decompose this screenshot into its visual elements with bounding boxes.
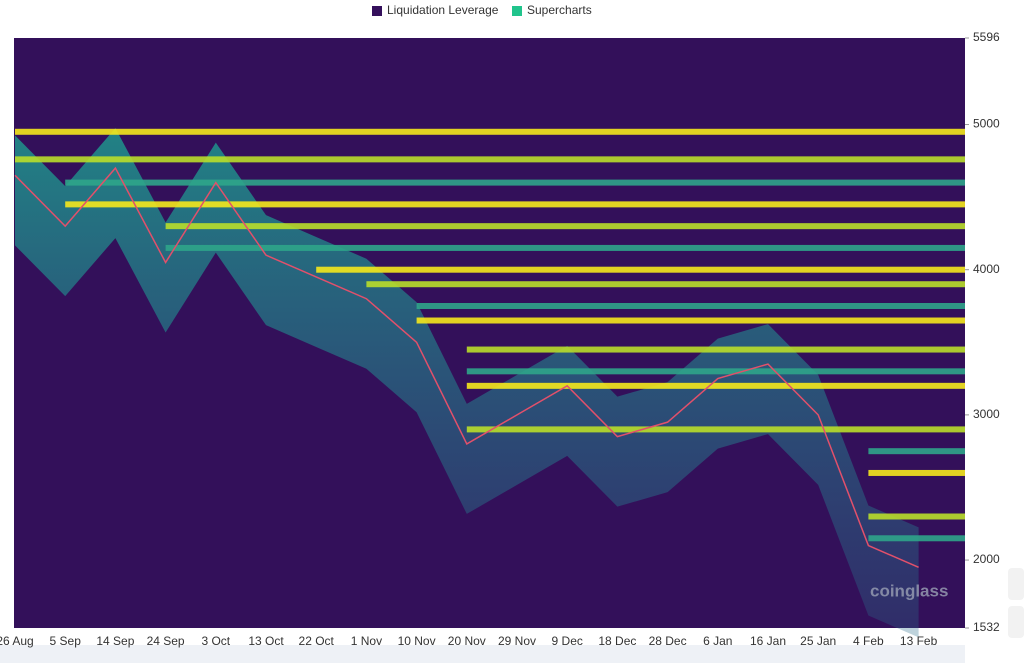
x-tick-label: 9 Dec [552, 634, 583, 648]
heat-level [868, 448, 965, 455]
legend-label[interactable]: Liquidation Leverage [387, 3, 499, 17]
y-tick-label: 2000 [973, 552, 1000, 566]
heat-level [316, 266, 965, 273]
x-tick-label: 3 Oct [201, 634, 230, 648]
heat-level [15, 128, 965, 135]
heat-level [366, 281, 965, 288]
price-line [14, 166, 919, 569]
x-tick-label: 26 Aug [0, 634, 34, 648]
heat-level [466, 382, 965, 389]
x-tick-label: 5 Sep [50, 634, 82, 648]
y-tick-label: 5596 [973, 30, 1000, 44]
x-tick-label: 13 Oct [248, 634, 284, 648]
x-tick-label: 14 Sep [96, 634, 134, 648]
plot-area [14, 38, 965, 628]
x-tick-label: 4 Feb [853, 634, 884, 648]
heat-level [165, 223, 966, 230]
heat-level [65, 201, 965, 208]
heat-level [466, 426, 965, 433]
settings-button[interactable] [1008, 568, 1024, 600]
heat-level [868, 469, 965, 476]
heat-level [868, 535, 965, 542]
x-tick-label: 13 Feb [900, 634, 938, 648]
heat-level [466, 368, 965, 375]
legend-swatch[interactable] [512, 6, 522, 16]
y-tick-label: 1532 [973, 620, 1000, 634]
heat-level [165, 244, 966, 251]
x-tick-label: 6 Jan [703, 634, 732, 648]
liquidation-glow [15, 128, 919, 638]
heat-level [868, 513, 965, 520]
legend-swatch[interactable] [372, 6, 382, 16]
x-tick-label: 1 Nov [351, 634, 382, 648]
x-tick-label: 20 Nov [448, 634, 486, 648]
heat-level [65, 179, 965, 186]
watermark: coinglass [870, 581, 948, 600]
heat-level [15, 156, 965, 163]
x-tick-label: 25 Jan [800, 634, 836, 648]
x-tick-label: 29 Nov [498, 634, 536, 648]
x-tick-label: 24 Sep [147, 634, 185, 648]
heat-level [416, 302, 966, 309]
heat-level [416, 317, 966, 324]
heat-level [466, 346, 965, 353]
x-tick-label: 28 Dec [649, 634, 687, 648]
y-tick-label: 5000 [973, 117, 1000, 131]
collapse-button[interactable] [1008, 606, 1024, 638]
x-tick-label: 16 Jan [750, 634, 786, 648]
overview-strip [0, 645, 965, 663]
x-tick-label: 18 Dec [598, 634, 636, 648]
x-tick-label: 10 Nov [398, 634, 436, 648]
y-tick-label: 4000 [973, 262, 1000, 276]
x-tick-label: 22 Oct [299, 634, 335, 648]
y-tick-label: 3000 [973, 407, 1000, 421]
legend-label[interactable]: Supercharts [527, 3, 592, 17]
